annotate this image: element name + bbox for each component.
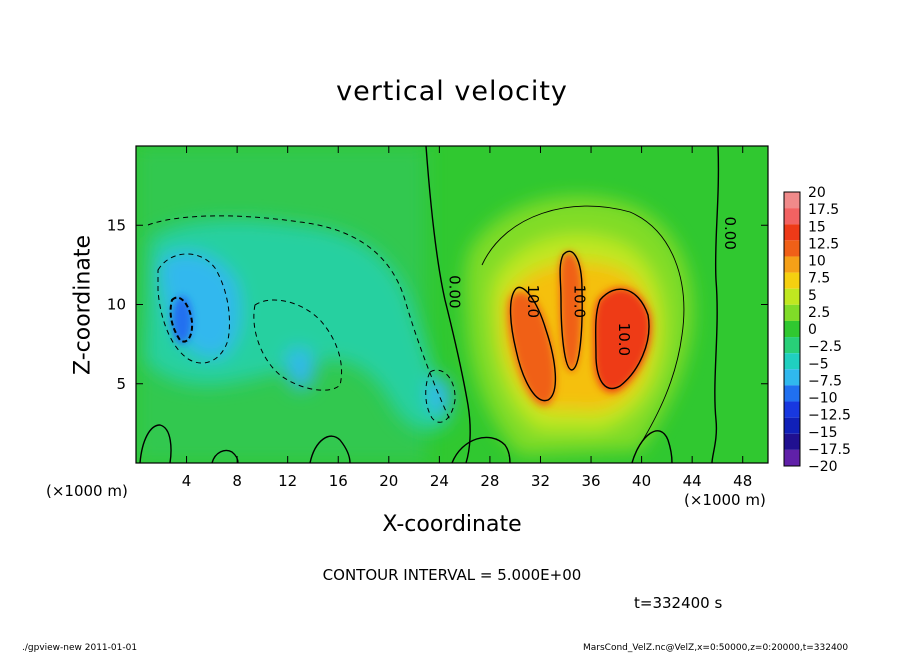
colorbar-swatch [784, 304, 800, 321]
colorbar-label: −7.5 [808, 373, 842, 389]
contour-label: 10.0 [615, 323, 633, 356]
zero-contour-bottom-4 [451, 436, 511, 463]
x-tick-label: 28 [480, 472, 499, 490]
colorbar-swatch [784, 385, 800, 402]
neg-contour-inner-1 [157, 253, 230, 364]
velocity-field [136, 146, 768, 463]
contour-label: 0.00 [445, 275, 463, 308]
colorbar-label: −20 [808, 459, 838, 475]
contour-label: 0.00 [721, 216, 739, 249]
colorbar-label: 0 [808, 322, 817, 338]
neg-contour-outer [147, 215, 451, 421]
colorbar-swatch [784, 353, 800, 370]
colorbar-swatch [784, 337, 800, 354]
y-tick-label: 15 [107, 216, 126, 234]
colorbar-label: −15 [808, 425, 838, 441]
contour-lines [139, 146, 720, 463]
colorbar-swatch [784, 208, 800, 225]
colorbar-swatch [784, 369, 800, 386]
ten-contour-1 [509, 286, 557, 402]
colorbar-swatch [784, 433, 800, 450]
colorbar-swatch [784, 449, 800, 466]
y-tick-label: 5 [116, 375, 126, 393]
footer-left: ./gpview-new 2011-01-01 [22, 643, 138, 653]
x-tick-label: 32 [531, 472, 550, 490]
colorbar-swatch [784, 192, 800, 209]
x-tick-label: 12 [278, 472, 297, 490]
colorbar-swatch [784, 401, 800, 418]
colorbar-label: −17.5 [808, 442, 851, 458]
colorbar-label: −10 [808, 391, 838, 407]
colorbar-label: 12.5 [808, 236, 839, 252]
neg-contour-core [169, 296, 194, 343]
contour-labels: 0.00 0.00 10.0 10.0 10.0 [445, 216, 739, 356]
x-axis-label: X-coordinate [382, 512, 522, 537]
colorbar-label: 7.5 [808, 271, 830, 287]
footer-right: MarsCond_VelZ.nc@VelZ,x=0:50000,z=0:2000… [583, 643, 849, 653]
colorbar-label: 17.5 [808, 202, 839, 218]
ten-contour-2 [559, 250, 583, 371]
x-tick-label: 24 [430, 472, 449, 490]
colorbar-label: −2.5 [808, 339, 842, 355]
colorbar-swatch [784, 320, 800, 338]
colorbar-frame [783, 191, 801, 467]
colorbar-label: 15 [808, 219, 826, 235]
contour-interval-label: CONTOUR INTERVAL = 5.000E+00 [322, 566, 582, 584]
y-axis: 5 10 15 [107, 216, 768, 393]
contour-label: 10.0 [571, 285, 589, 318]
x-unit-label-left: (×1000 m) [46, 482, 128, 500]
colorbar-swatch [784, 224, 800, 241]
negative-contours [147, 215, 456, 423]
contour-label: 10.0 [524, 285, 542, 318]
x-tick-label: 4 [182, 472, 192, 490]
colorbar-swatch [784, 272, 800, 289]
colorbar-swatch [784, 288, 800, 305]
colorbar-swatch [784, 256, 800, 273]
colorbar-label: −5 [808, 356, 829, 372]
x-tick-label: 48 [733, 472, 752, 490]
x-tick-label: 8 [232, 472, 242, 490]
chart-title: vertical velocity [336, 76, 568, 107]
five-contour [481, 205, 685, 446]
colorbar-label: 10 [808, 254, 826, 270]
zero-contour-bottom-1 [139, 424, 172, 463]
x-tick-label: 36 [581, 472, 600, 490]
neg-contour-inner-2 [253, 299, 343, 391]
x-tick-label: 16 [329, 472, 348, 490]
x-axis: 4 8 12 16 20 24 28 32 36 40 44 48 [182, 146, 752, 490]
downdraft-core [172, 296, 192, 344]
time-label: t=332400 s [634, 594, 723, 612]
colorbar-label: −12.5 [808, 408, 851, 424]
zero-contour-bottom-3 [309, 435, 351, 463]
colorbar-label: 20 [808, 185, 826, 201]
zero-contour-bottom-2 [211, 449, 239, 463]
colorbar-label: 2.5 [808, 305, 830, 321]
y-tick-label: 10 [107, 296, 126, 314]
x-unit-label-right: (×1000 m) [684, 491, 766, 509]
zero-contour-right [711, 146, 720, 463]
neg-contour-inner-3 [425, 369, 456, 423]
colorbar-swatch [784, 417, 800, 434]
x-tick-label: 40 [632, 472, 651, 490]
zero-contour-left [425, 146, 471, 463]
x-tick-label: 20 [379, 472, 398, 490]
x-tick-label: 44 [683, 472, 702, 490]
ten-contour-3 [594, 288, 650, 390]
colorbar-swatch [784, 240, 800, 257]
colorbar-label: 5 [808, 288, 817, 304]
downdraft-region [145, 220, 452, 431]
